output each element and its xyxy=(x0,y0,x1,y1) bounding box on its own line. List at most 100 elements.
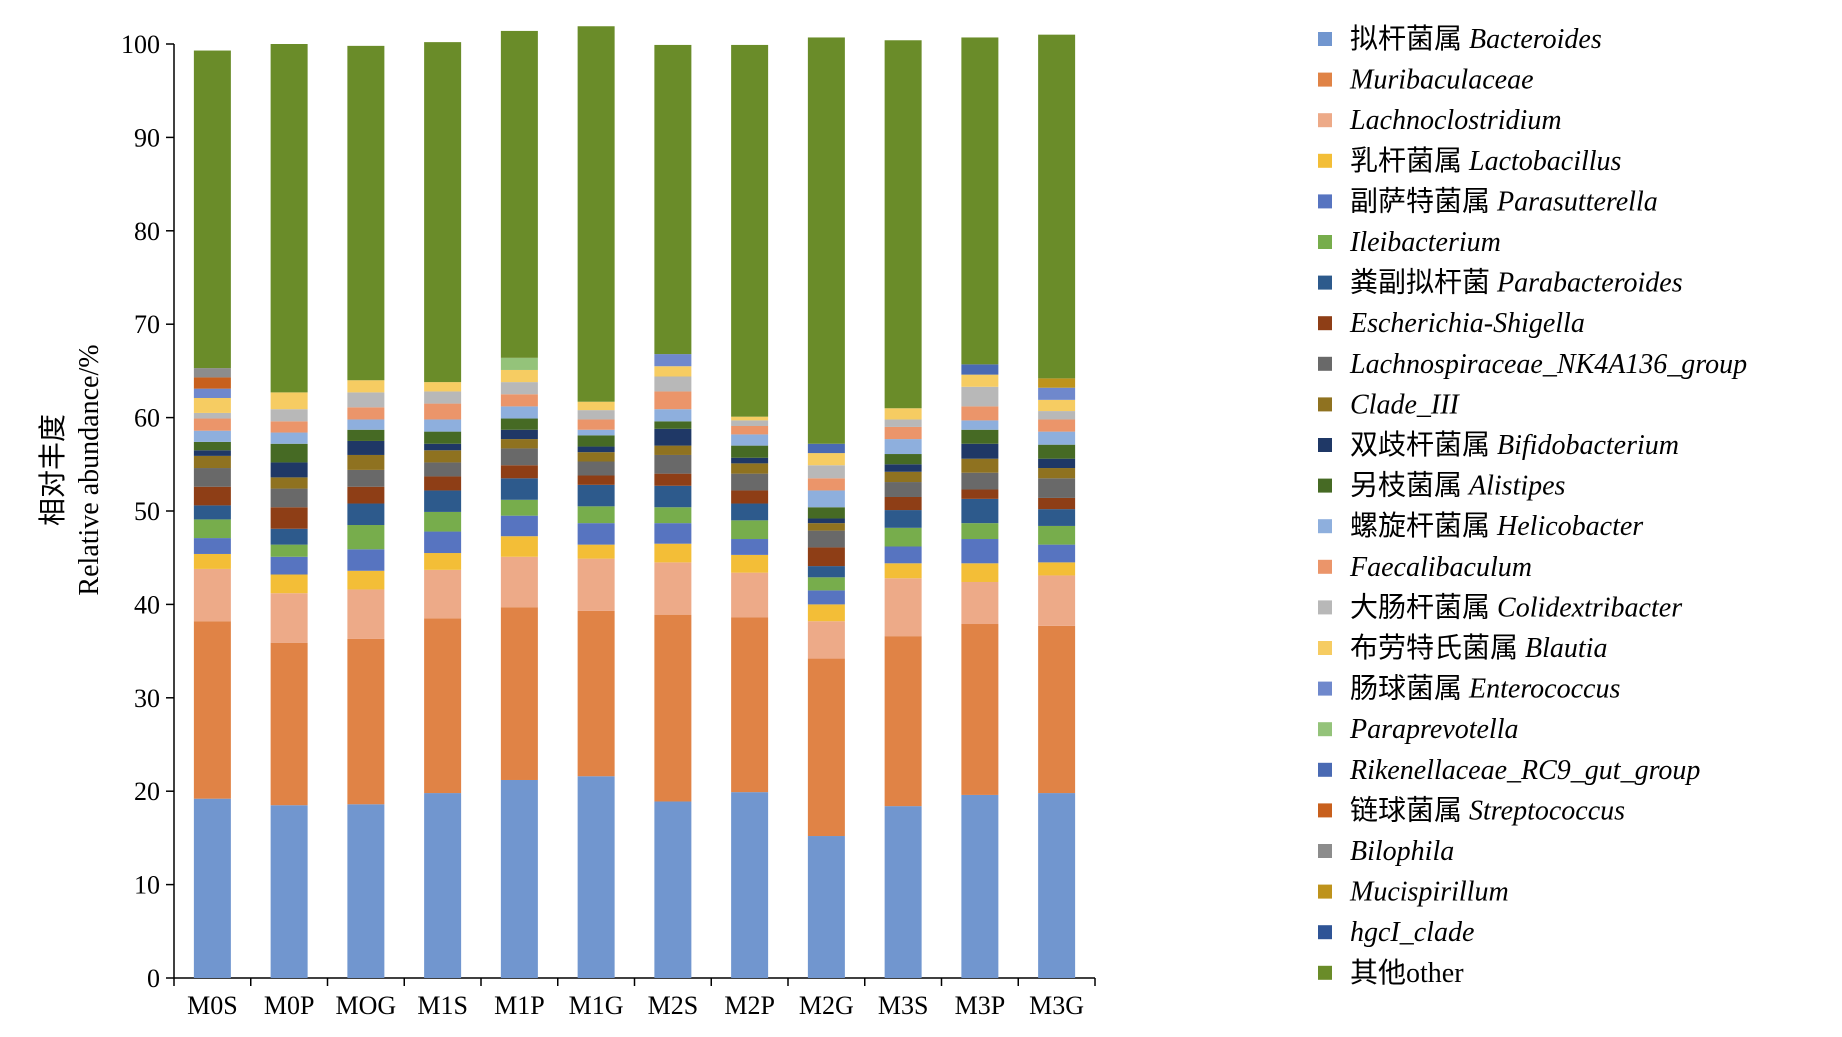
bar-segment xyxy=(731,554,769,573)
bar-segment xyxy=(654,523,692,544)
legend-label-latin: Clade_III xyxy=(1350,389,1461,420)
legend-label: Paraprevotella xyxy=(1349,714,1518,745)
bar-segment xyxy=(961,581,999,625)
legend-swatch xyxy=(1318,316,1332,331)
bar-segment xyxy=(193,505,231,520)
bar-segment xyxy=(347,589,385,639)
bar-segment xyxy=(807,590,845,605)
bar-segment xyxy=(731,503,769,521)
bar-segment xyxy=(193,798,231,978)
y-axis-title-cn: 相对丰度 xyxy=(37,414,69,526)
bar-segment xyxy=(1038,399,1076,412)
legend-swatch xyxy=(1318,72,1332,87)
bar-segment xyxy=(500,369,538,383)
y-axis-title: 相对丰度 Relative abundance/% xyxy=(37,344,105,595)
bar-segment xyxy=(193,388,231,398)
bar-segment xyxy=(193,430,231,442)
bar-segment xyxy=(1038,562,1076,576)
legend-label: Muribaculaceae xyxy=(1349,65,1534,96)
y-axis-title-en: Relative abundance/% xyxy=(74,344,105,595)
bar-segment xyxy=(961,420,999,430)
bar-segment xyxy=(1038,458,1076,469)
legend-swatch xyxy=(1318,844,1332,858)
bar-segment xyxy=(347,454,385,470)
legend-swatch xyxy=(1318,641,1332,655)
bar-segment xyxy=(961,472,999,490)
bar-segment xyxy=(1038,419,1076,432)
y-tick-label: 40 xyxy=(134,590,160,619)
x-tick-label: M2P xyxy=(724,991,775,1020)
bar-segment xyxy=(807,523,845,531)
x-axis: M0S M0P MOG M1S M1P M1G M2S M2P M2G M3S M3P M3G xyxy=(173,977,1096,1020)
legend-label: 螺旋杆菌属 Helicobacter xyxy=(1350,510,1643,542)
legend-label-cn: 螺旋杆菌属 xyxy=(1350,510,1497,542)
bar-segment xyxy=(270,593,308,643)
bar-segment xyxy=(961,386,999,407)
bar-segment xyxy=(424,382,462,392)
bar-segment xyxy=(193,568,231,622)
bar-segment xyxy=(270,462,308,478)
legend-label-latin: other xyxy=(1406,958,1464,989)
bar-segment xyxy=(347,45,385,381)
legend-label-latin: Paraprevotella xyxy=(1349,714,1518,745)
legend-label: 双歧杆菌属 Bifidobacterium xyxy=(1350,429,1679,461)
bar-segment xyxy=(1038,525,1076,545)
bar-segment xyxy=(1038,575,1076,626)
bar-segment xyxy=(577,401,615,411)
bar-segment xyxy=(1038,509,1076,526)
bar-segment xyxy=(500,556,538,608)
legend-label: Faecalibaculum xyxy=(1349,552,1532,583)
bar-segment xyxy=(731,426,769,435)
bar-segment xyxy=(577,776,615,978)
legend-label: Lachnoclostridium xyxy=(1349,105,1562,136)
bar-segment xyxy=(577,544,615,559)
legend-label: Rikenellaceae_RC9_gut_group xyxy=(1349,755,1700,786)
bar-segment xyxy=(731,420,769,427)
bar-segment xyxy=(347,429,385,441)
legend-label-cn: 另枝菌属 xyxy=(1350,470,1469,502)
legend-label: Ileibacterium xyxy=(1349,227,1501,258)
bar-segment xyxy=(807,547,845,567)
y-tick-label: 70 xyxy=(134,310,160,339)
bar-segment xyxy=(193,441,231,451)
bar-segment xyxy=(193,538,231,554)
legend-label-latin: Alistipes xyxy=(1467,471,1566,502)
bar-segment xyxy=(731,434,769,446)
bar-segment xyxy=(193,377,231,389)
bar-segment xyxy=(884,464,922,472)
legend-label-cn: 乳杆菌属 xyxy=(1350,145,1469,177)
bar-segment xyxy=(1038,497,1076,510)
legend-label: 布劳特氏菌属 Blautia xyxy=(1350,632,1607,664)
bar-segment xyxy=(654,485,692,508)
bar-segment xyxy=(807,577,845,591)
bar-segment xyxy=(577,410,615,420)
bar-segment xyxy=(424,403,462,420)
bar-segment xyxy=(347,525,385,550)
legend-label-cn: 副萨特菌属 xyxy=(1350,185,1497,217)
legend-label-cn: 肠球菌属 xyxy=(1350,673,1469,705)
legend-swatch xyxy=(1318,397,1332,412)
bar-segment xyxy=(500,394,538,407)
legend-swatch xyxy=(1318,275,1332,290)
bar-segment xyxy=(807,507,845,519)
legend-label-latin: Streptococcus xyxy=(1469,795,1625,826)
legend-label-latin: Muribaculaceae xyxy=(1349,65,1534,96)
bar-segment xyxy=(193,418,231,431)
legend-label: 肠球菌属 Enterococcus xyxy=(1350,673,1620,705)
bar-segment xyxy=(193,368,231,378)
bar-segment xyxy=(193,468,231,487)
legend-swatch xyxy=(1318,113,1332,128)
bar-segment xyxy=(270,805,308,978)
bar-segment xyxy=(807,478,845,491)
bar-segment xyxy=(193,412,231,419)
legend-label: 链球菌属 Streptococcus xyxy=(1350,794,1625,826)
bar-segment xyxy=(424,490,462,512)
legend-label: Bilophila xyxy=(1350,836,1454,867)
bar-segment xyxy=(577,435,615,447)
legend-label-cn: 粪副拟杆菌 xyxy=(1350,267,1497,299)
bar-segment xyxy=(347,407,385,420)
legend-swatch xyxy=(1318,559,1332,574)
legend-label: 副萨特菌属 Parasutterella xyxy=(1350,185,1658,217)
bar-segment xyxy=(500,439,538,449)
